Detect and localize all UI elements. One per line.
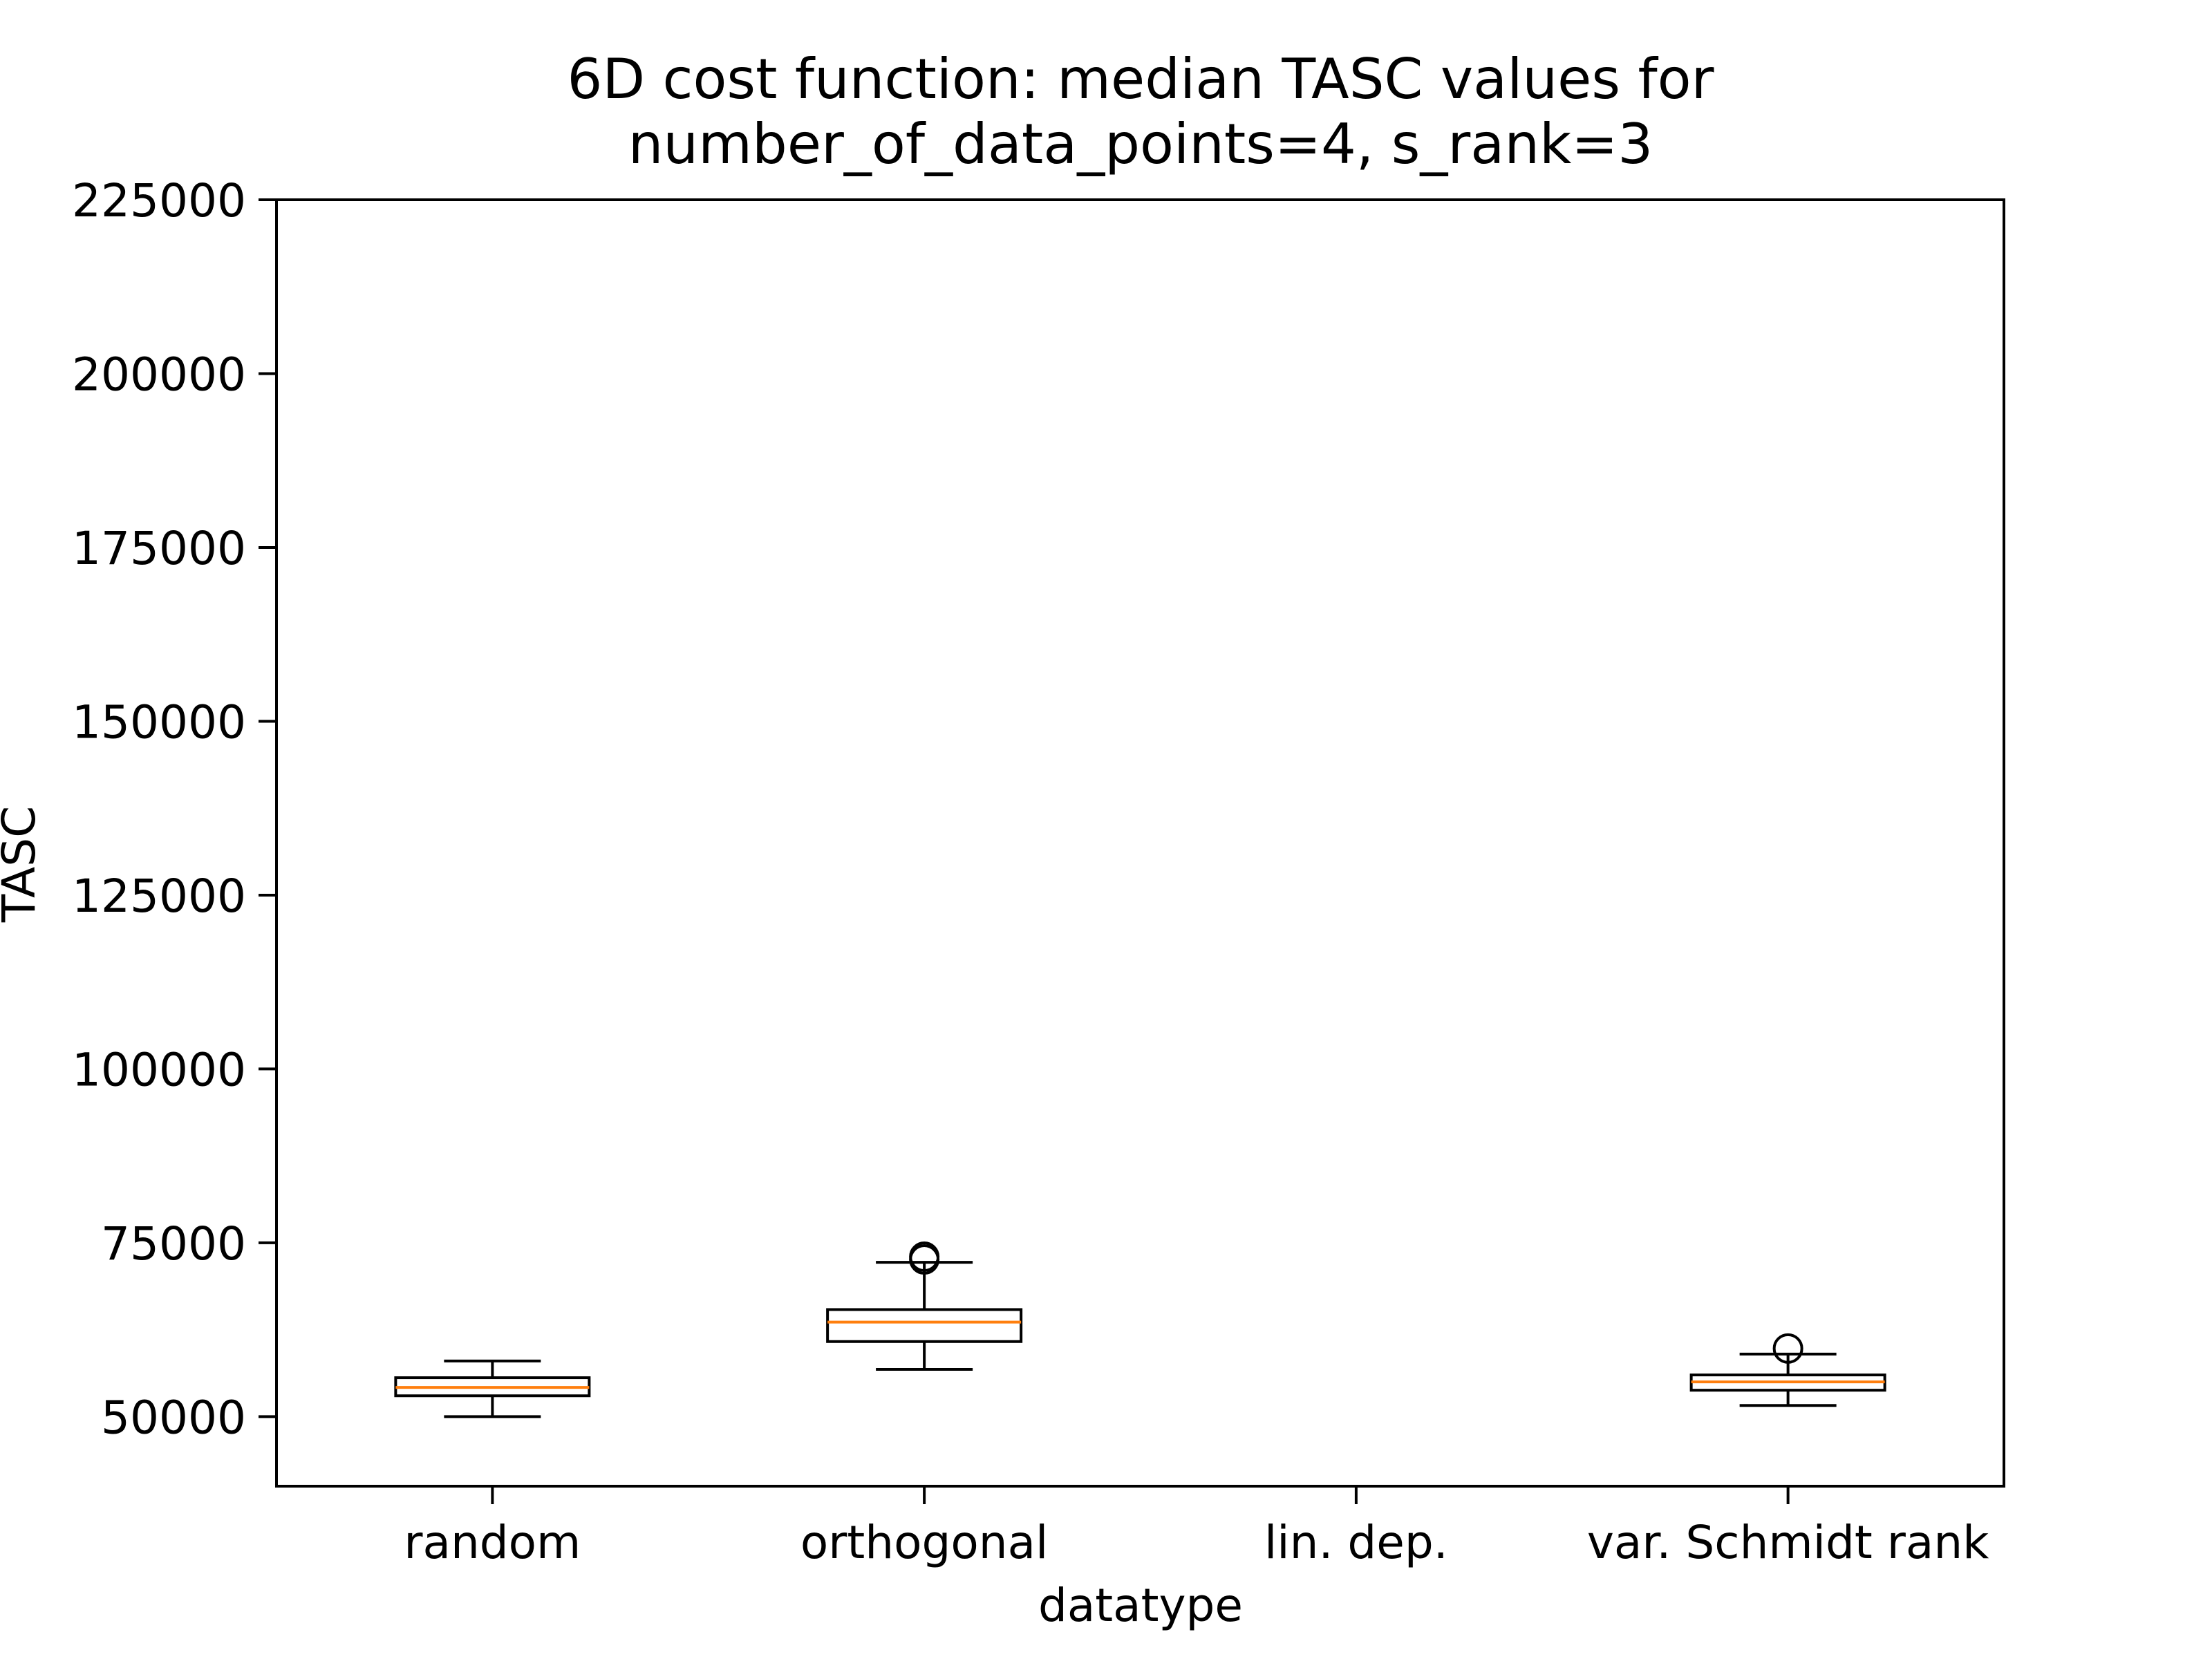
chart-title-line-1: 6D cost function: median TASC values for [568,47,1714,111]
chart-title-line-2: number_of_data_points=4, s_rank=3 [628,112,1653,176]
y-tick-label: 175000 [72,522,246,575]
y-axis-label: TASC [0,806,46,923]
y-tick-label: 100000 [72,1043,246,1096]
x-tick-label: random [404,1516,581,1569]
box-iqr [826,1308,1023,1343]
plot-area: 50000 75000 100000 125000 150000 175000 200000… [72,174,1989,1569]
x-axis-label: datatype [1038,1579,1243,1632]
y-tick-label: 75000 [101,1217,246,1271]
y-tick-label: 50000 [101,1391,246,1444]
y-tick-label: 200000 [72,348,246,401]
outlier-point [909,1241,940,1273]
y-tick-label: 225000 [72,174,246,227]
x-tick-label: var. Schmidt rank [1587,1516,1989,1569]
y-tick-label: 150000 [72,695,246,749]
x-tick-label: orthogonal [800,1516,1049,1569]
outlier-point [1772,1333,1803,1364]
axes-frame [275,198,2005,1488]
x-tick-label: lin. dep. [1264,1516,1448,1569]
y-tick-label: 125000 [72,870,246,923]
